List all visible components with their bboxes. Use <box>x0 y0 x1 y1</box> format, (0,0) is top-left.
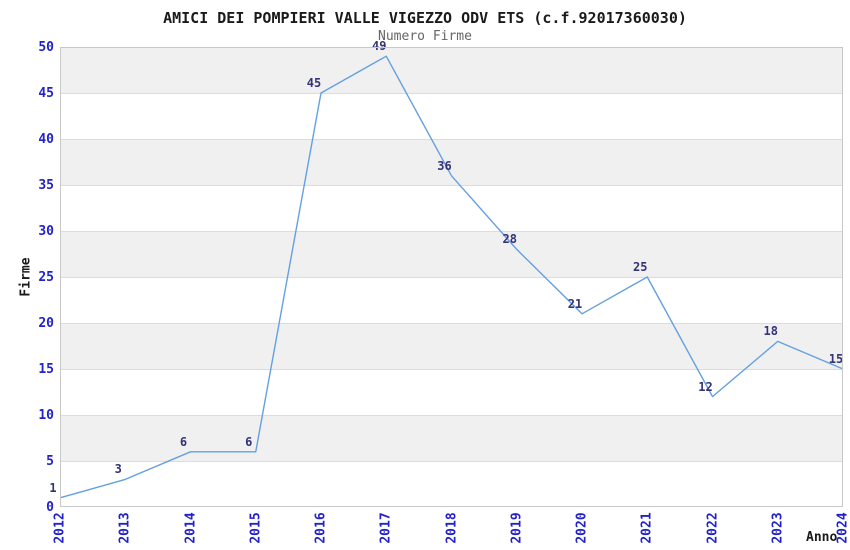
gridline <box>60 138 843 140</box>
y-axis-title: Firme <box>18 257 34 297</box>
series-polyline <box>59 55 844 499</box>
point-label: 18 <box>763 324 778 339</box>
plot-band <box>60 323 843 369</box>
gridline <box>60 276 843 278</box>
y-tick-label: 10 <box>38 408 54 423</box>
plot-area: 1 3 6 6 45 49 36 28 21 25 12 18 15 <box>49 39 844 507</box>
point-label: 28 <box>502 232 517 247</box>
x-tick-label: 2021 <box>639 512 655 544</box>
x-tick-label: 2016 <box>313 512 329 544</box>
point-label: 45 <box>306 76 322 90</box>
y-tick-label: 20 <box>38 316 54 331</box>
gridline <box>60 368 843 370</box>
chart-title: AMICI DEI POMPIERI VALLE VIGEZZO ODV ETS… <box>163 9 687 27</box>
gridline <box>60 230 843 232</box>
line-series <box>59 55 844 499</box>
y-tick-label: 35 <box>38 178 54 193</box>
gridline <box>60 92 843 94</box>
gridline <box>60 184 843 186</box>
x-tick-label: 2015 <box>248 512 264 544</box>
x-tick-label: 2017 <box>378 512 394 544</box>
plot-band <box>60 139 843 185</box>
y-tick-label: 25 <box>38 270 54 285</box>
y-axis: 0 5 10 15 20 25 30 35 40 45 50 <box>0 40 54 515</box>
plot-band <box>60 231 843 277</box>
plot-band <box>60 415 843 461</box>
y-tick-label: 5 <box>46 454 54 469</box>
point-label: 25 <box>633 260 648 274</box>
y-tick-label: 40 <box>38 132 54 147</box>
x-tick-label: 2023 <box>770 512 786 544</box>
point-label: 1 <box>49 480 57 495</box>
y-tick-label: 50 <box>38 40 54 55</box>
point-label: 12 <box>698 379 713 394</box>
point-label: 36 <box>437 158 452 173</box>
x-tick-label: 2019 <box>509 512 525 544</box>
chart-subtitle: Numero Firme <box>378 29 472 44</box>
point-label: 6 <box>245 434 253 449</box>
x-tick-label: 2024 <box>835 512 850 544</box>
y-tick-label: 45 <box>38 86 54 101</box>
y-tick-label: 0 <box>46 500 54 515</box>
x-tick-label: 2012 <box>52 512 68 544</box>
y-tick-label: 15 <box>38 362 54 377</box>
gridline <box>60 460 843 462</box>
x-axis: 2012 2013 2014 2015 2016 2017 2018 2019 2020 2021… <box>53 507 850 550</box>
point-label: 49 <box>372 39 387 54</box>
y-tick-label: 30 <box>38 224 54 239</box>
x-tick-label: 2022 <box>705 512 720 544</box>
point-label: 15 <box>828 352 844 366</box>
x-tick-label: 2014 <box>183 512 198 544</box>
plot-band <box>60 47 843 93</box>
x-tick-label: 2018 <box>444 512 459 544</box>
x-tick-label: 2020 <box>574 512 590 544</box>
point-label: 3 <box>114 462 122 477</box>
gridline <box>60 322 843 324</box>
x-tick-label: 2013 <box>117 512 133 544</box>
gridline <box>60 414 843 416</box>
point-label: 21 <box>567 296 583 311</box>
point-label: 6 <box>179 434 188 449</box>
x-axis-title: Anno <box>806 530 838 545</box>
